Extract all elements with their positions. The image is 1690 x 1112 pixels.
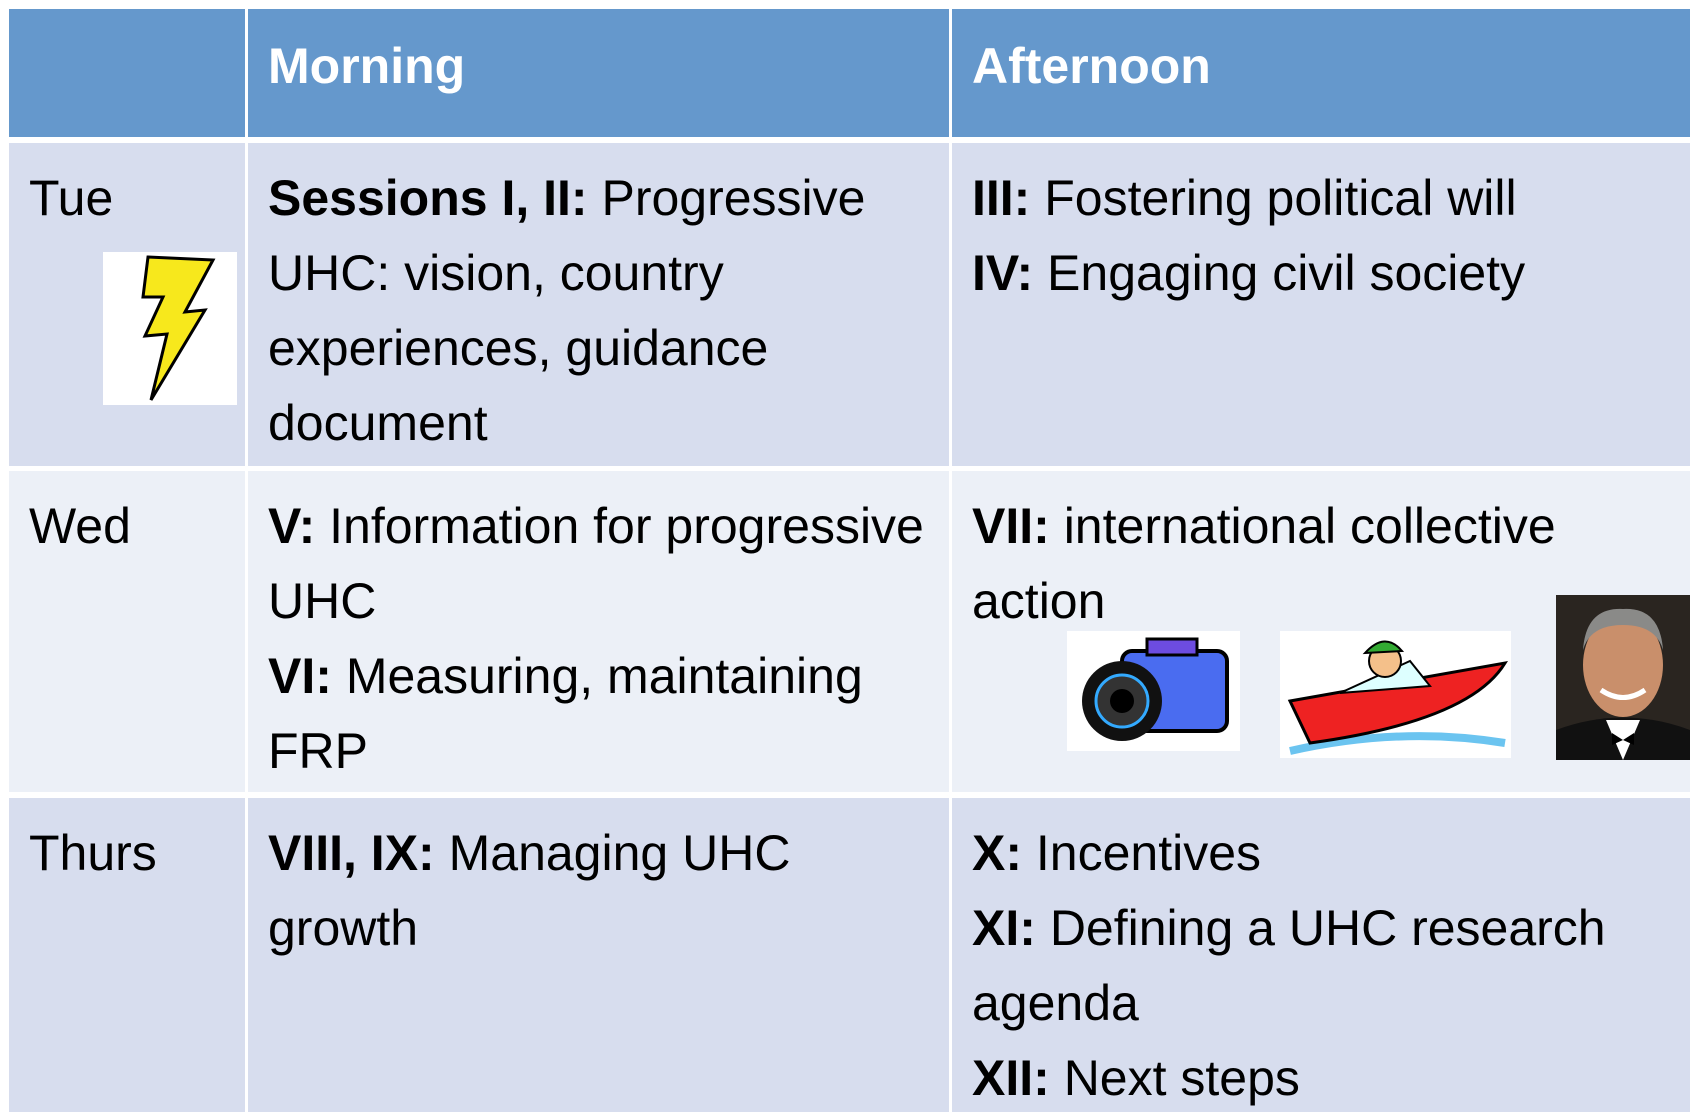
session-item: III: Fostering political will (972, 161, 1678, 236)
camera-icon (1067, 631, 1240, 751)
session-item: VII: international collective action (972, 489, 1678, 639)
header-cell: Afternoon (952, 9, 1690, 137)
header-cell: Morning (248, 9, 949, 137)
boat-icon (1280, 631, 1511, 758)
session-item: VIII, IX: Managing UHC growth (268, 816, 937, 966)
session-text: Managing UHC growth (268, 825, 791, 956)
afternoon-cell: X: Incentives XI: Defining a UHC research… (952, 798, 1690, 1112)
session-text: international collective action (972, 498, 1556, 629)
session-label: VII: (972, 498, 1050, 554)
session-text: Incentives (1035, 825, 1262, 881)
portrait-photo (1556, 595, 1690, 760)
session-item: VI: Measuring, maintaining FRP (268, 639, 937, 789)
header-cell (9, 9, 245, 137)
session-label: Sessions I, II: (268, 170, 588, 226)
session-text: Engaging civil society (1047, 245, 1526, 301)
session-item: IV: Engaging civil society (972, 236, 1678, 311)
lightning-icon (103, 252, 237, 405)
session-label: X: (972, 825, 1022, 881)
session-label: XI: (972, 900, 1036, 956)
session-text: Information for progressive UHC (268, 498, 924, 629)
session-text: Defining a UHC research agenda (972, 900, 1606, 1031)
session-text: Progressive UHC: vision, country experie… (268, 170, 866, 451)
session-item: V: Information for progressive UHC (268, 489, 937, 639)
session-item: XII: Next steps (972, 1041, 1678, 1112)
session-item: XI: Defining a UHC research agenda (972, 891, 1678, 1041)
morning-cell: Sessions I, II: Progressive UHC: vision,… (248, 143, 949, 466)
morning-cell: VIII, IX: Managing UHC growth (248, 798, 949, 1112)
morning-cell: V: Information for progressive UHC VI: Me… (248, 471, 949, 792)
session-text: Fostering political will (1044, 170, 1517, 226)
day-cell: Wed (9, 471, 245, 792)
session-text: Next steps (1063, 1050, 1300, 1106)
session-text: Measuring, maintaining FRP (268, 648, 863, 779)
session-label: XII: (972, 1050, 1050, 1106)
session-label: IV: (972, 245, 1034, 301)
session-item: X: Incentives (972, 816, 1678, 891)
session-label: V: (268, 498, 316, 554)
session-label: III: (972, 170, 1031, 226)
session-label: VIII, IX: (268, 825, 435, 881)
day-cell: Thurs (9, 798, 245, 1112)
session-item: Sessions I, II: Progressive UHC: vision,… (268, 161, 937, 461)
afternoon-cell: III: Fostering political will IV: Engagin… (952, 143, 1690, 466)
session-label: VI: (268, 648, 332, 704)
